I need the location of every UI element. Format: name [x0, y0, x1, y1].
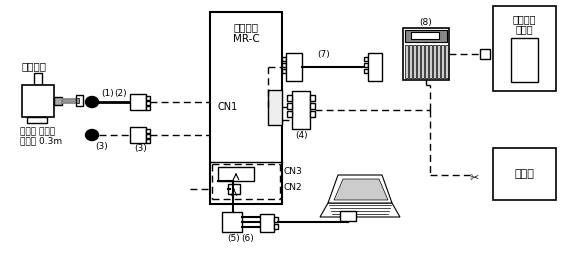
Text: CN1: CN1 [218, 102, 238, 112]
Bar [409, 45, 412, 78]
Bar [405, 30, 447, 42]
Bar [27, 117, 47, 123]
Text: 케이블 0.3m: 케이블 0.3m [20, 136, 62, 145]
Text: MR-C: MR-C [233, 34, 260, 44]
Bar [437, 45, 440, 78]
Bar [54, 97, 62, 105]
Bar [425, 45, 428, 78]
Ellipse shape [85, 130, 98, 141]
Bar [368, 53, 382, 81]
Bar [260, 214, 274, 232]
Text: (2): (2) [114, 89, 126, 98]
Bar [413, 45, 416, 78]
Bar [146, 96, 150, 100]
Text: (1): (1) [101, 89, 114, 98]
Bar [274, 224, 278, 229]
Bar [364, 57, 368, 61]
Bar [76, 95, 83, 106]
Text: 유니트: 유니트 [515, 24, 533, 34]
Polygon shape [328, 175, 392, 203]
Bar [210, 12, 282, 204]
Bar [282, 57, 286, 61]
Bar [405, 45, 408, 78]
Text: 조작반: 조작반 [514, 169, 534, 179]
Text: (7): (7) [317, 50, 330, 59]
Bar [310, 103, 315, 109]
Text: 위치결정: 위치결정 [512, 14, 536, 24]
Bar [146, 129, 150, 133]
Bar [34, 73, 42, 85]
Bar [282, 69, 286, 73]
Bar [274, 217, 278, 222]
Bar [364, 69, 368, 73]
Bar [441, 45, 444, 78]
Bar [429, 45, 432, 78]
Bar [130, 127, 146, 143]
Text: CN2: CN2 [284, 183, 302, 192]
Bar [340, 211, 356, 221]
Bar [282, 63, 286, 67]
Bar [22, 85, 54, 117]
Bar [310, 95, 315, 101]
Bar [493, 148, 556, 200]
Text: 서보모터: 서보모터 [22, 61, 47, 71]
Text: (8): (8) [420, 18, 432, 27]
Bar [480, 49, 490, 59]
Text: ✂: ✂ [470, 173, 479, 183]
Polygon shape [334, 179, 388, 200]
Text: (6): (6) [241, 234, 254, 243]
Bar [268, 90, 282, 125]
Text: (5): (5) [227, 234, 240, 243]
Bar [421, 45, 424, 78]
Bar [292, 91, 310, 129]
Text: CN3: CN3 [284, 168, 303, 177]
Bar [433, 45, 436, 78]
Bar [417, 45, 420, 78]
Bar [403, 28, 449, 80]
Text: (3): (3) [134, 144, 147, 153]
Bar [130, 94, 146, 110]
Bar [287, 103, 292, 109]
Polygon shape [320, 203, 400, 217]
Bar [286, 53, 302, 81]
Text: 모타에 부착된: 모타에 부착된 [20, 127, 55, 136]
Bar [76, 98, 79, 103]
Bar [364, 63, 368, 67]
Bar [411, 32, 439, 39]
Text: (3): (3) [95, 142, 108, 151]
Ellipse shape [85, 96, 98, 107]
Bar [310, 111, 315, 117]
Bar [218, 167, 254, 181]
Bar [287, 95, 292, 101]
Text: (4): (4) [295, 131, 307, 140]
Bar [146, 134, 150, 138]
Bar [445, 45, 448, 78]
Bar [222, 212, 242, 232]
Bar [493, 6, 556, 91]
Bar [146, 106, 150, 110]
Bar [146, 139, 150, 143]
Text: 서보앰프: 서보앰프 [233, 22, 259, 32]
Bar [228, 184, 240, 194]
Bar [287, 111, 292, 117]
Bar [511, 38, 538, 82]
Bar [146, 101, 150, 105]
